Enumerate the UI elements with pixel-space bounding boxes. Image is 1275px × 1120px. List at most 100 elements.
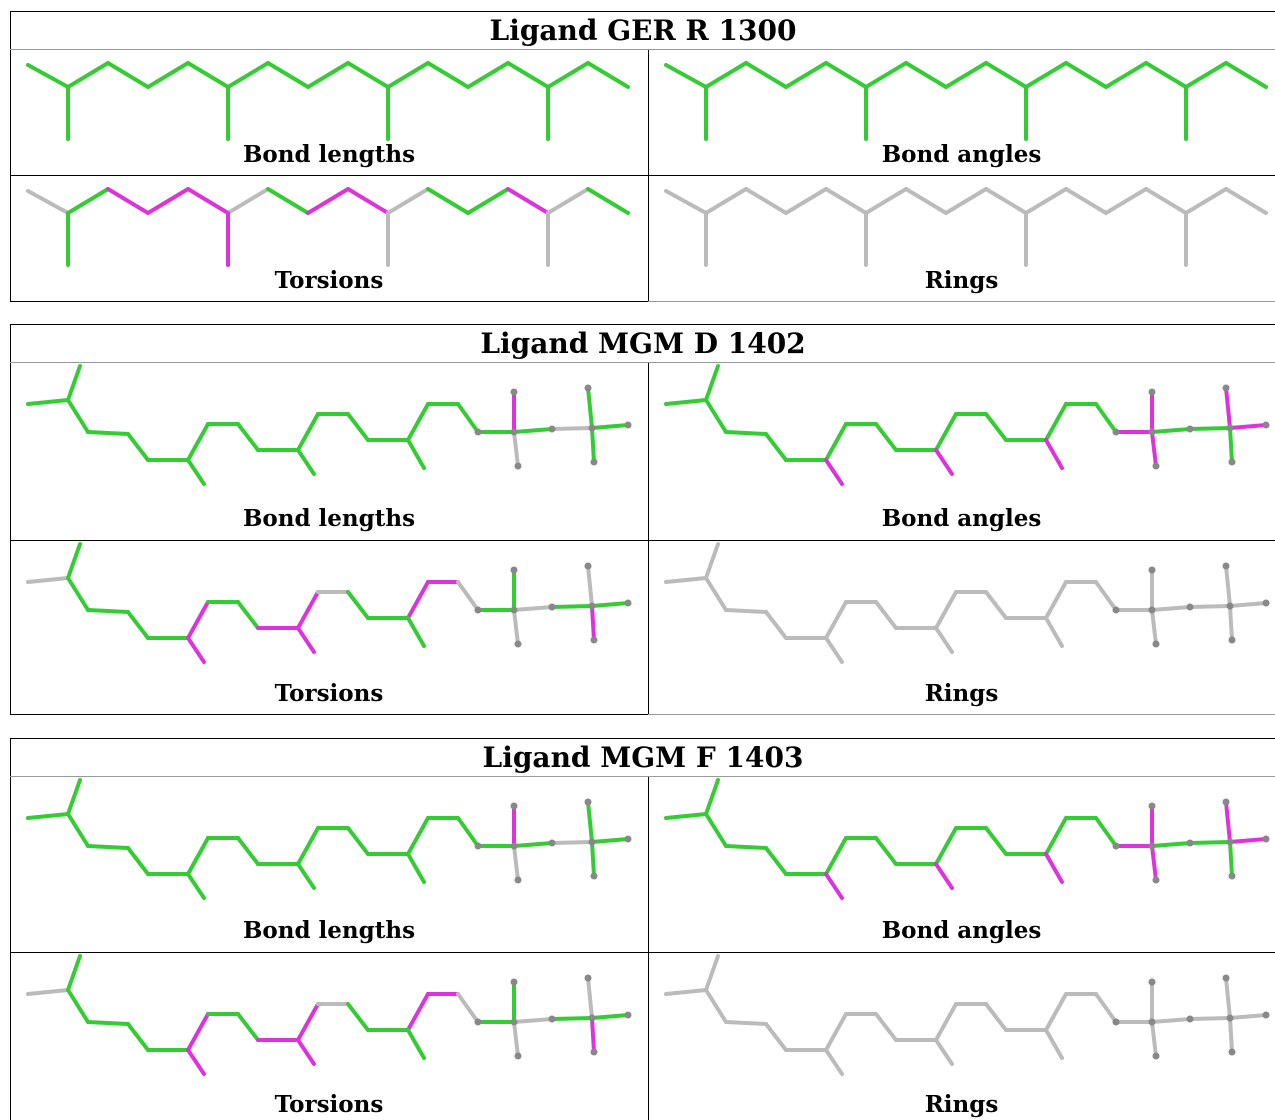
bond: [704, 364, 720, 402]
border-header: [10, 362, 1275, 363]
bond: [874, 600, 898, 630]
ligand-table-3: Ligand MGM F 1403 Bond lengths Bond angl…: [10, 738, 1275, 1120]
bond: [934, 412, 958, 452]
atom: [510, 566, 518, 574]
atom: [1262, 835, 1270, 843]
bond: [66, 187, 110, 215]
panel-bond-lengths: Bond lengths: [10, 776, 648, 952]
bond: [26, 988, 70, 996]
atom: [1148, 978, 1156, 986]
bond: [1224, 61, 1268, 89]
bond: [590, 837, 630, 844]
atom: [1148, 842, 1156, 850]
bond: [764, 1022, 788, 1052]
bond: [586, 187, 630, 215]
bond: [704, 778, 720, 816]
bond: [1064, 187, 1108, 215]
bond: [1228, 604, 1234, 642]
bond: [236, 836, 260, 866]
atom: [474, 842, 482, 850]
bond: [1224, 386, 1232, 430]
bond: [186, 458, 206, 486]
bond: [1094, 580, 1118, 612]
bond: [146, 61, 190, 89]
bond: [426, 61, 470, 89]
atom: [1152, 876, 1160, 884]
bond: [346, 412, 370, 442]
atom: [584, 974, 592, 982]
bond: [146, 187, 190, 215]
molecule-diagram: [26, 542, 632, 664]
bond: [1228, 423, 1268, 430]
bond: [1044, 580, 1068, 620]
molecule-diagram: [664, 187, 1268, 267]
bond: [704, 542, 720, 580]
bond: [1150, 1020, 1158, 1058]
atom: [548, 839, 556, 847]
bond: [590, 1013, 630, 1020]
bond: [1144, 187, 1188, 215]
panel-label: Torsions: [274, 680, 384, 707]
atom: [1228, 1048, 1236, 1056]
bond: [1024, 61, 1068, 89]
bond: [66, 812, 90, 848]
bond: [1044, 852, 1064, 884]
bond: [1044, 438, 1064, 470]
atom: [1226, 424, 1234, 432]
bond: [590, 601, 630, 608]
bond: [296, 590, 320, 630]
atom: [514, 876, 522, 884]
bond: [590, 604, 596, 642]
bond: [1150, 427, 1192, 434]
atom: [590, 636, 598, 644]
bond: [1150, 841, 1192, 848]
atom: [1148, 566, 1156, 574]
bond: [984, 412, 1008, 442]
bond: [724, 1020, 768, 1026]
bond: [874, 1012, 898, 1042]
atom: [1222, 798, 1230, 806]
bond: [824, 187, 868, 215]
bond: [126, 610, 150, 640]
bond: [934, 448, 954, 476]
bond: [586, 386, 594, 430]
bond: [346, 61, 390, 89]
atom: [510, 388, 518, 396]
atom: [510, 606, 518, 614]
bond: [1228, 1013, 1268, 1020]
bond: [66, 398, 90, 434]
bond: [704, 187, 748, 215]
panel-rings: Rings: [648, 175, 1275, 302]
bond: [934, 626, 954, 654]
bond: [824, 61, 868, 89]
bond: [186, 1012, 210, 1052]
bond: [186, 836, 210, 876]
bond: [126, 1022, 150, 1052]
bond: [186, 636, 206, 664]
bond: [586, 976, 594, 1020]
panel-label: Bond angles: [881, 505, 1042, 532]
bond: [784, 61, 828, 89]
bond: [66, 61, 110, 89]
bond: [296, 626, 316, 654]
atom: [510, 978, 518, 986]
bond: [1064, 61, 1108, 89]
bond: [186, 61, 230, 89]
bond: [904, 187, 948, 215]
bond: [186, 872, 206, 900]
atom: [1186, 603, 1194, 611]
bond: [934, 1038, 954, 1066]
panel-torsions: Torsions: [10, 175, 648, 302]
atom: [1228, 458, 1236, 466]
ligand-title: Ligand GER R 1300: [10, 11, 1275, 49]
atom: [548, 1015, 556, 1023]
molecule-diagram: [664, 542, 1270, 664]
bond: [406, 438, 426, 470]
bond: [546, 61, 590, 89]
bond: [784, 187, 828, 215]
bond: [1224, 564, 1232, 608]
ligand-table-2: Ligand MGM D 1402 Bond lengths Bond angl…: [10, 324, 1275, 715]
bond: [1228, 601, 1268, 608]
molecule-diagram: [664, 954, 1270, 1076]
panel-label: Bond angles: [881, 917, 1042, 944]
